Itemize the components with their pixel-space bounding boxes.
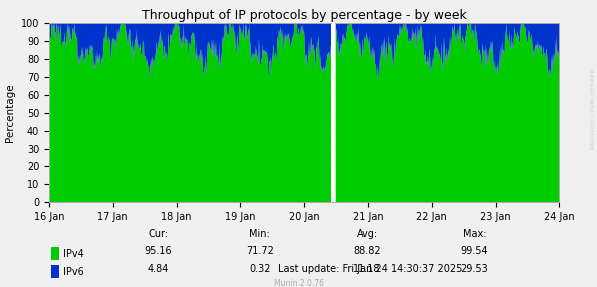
Text: Min:: Min: [250,229,270,239]
Text: 88.82: 88.82 [353,246,381,256]
Text: 11.18: 11.18 [353,264,381,274]
Text: IPv6: IPv6 [63,267,84,277]
Text: Avg:: Avg: [356,229,378,239]
Text: 4.84: 4.84 [147,264,169,274]
Text: Max:: Max: [463,229,487,239]
Text: 99.54: 99.54 [461,246,488,256]
Title: Throughput of IP protocols by percentage - by week: Throughput of IP protocols by percentage… [142,9,466,22]
Y-axis label: Percentage: Percentage [5,83,16,142]
Text: IPv4: IPv4 [63,249,84,259]
Text: Munin 2.0.76: Munin 2.0.76 [273,279,324,287]
Text: 95.16: 95.16 [144,246,172,256]
Text: 29.53: 29.53 [461,264,488,274]
Text: 0.32: 0.32 [249,264,270,274]
Text: 71.72: 71.72 [246,246,273,256]
Text: RRDTOOL / TOBI OETIKER: RRDTOOL / TOBI OETIKER [591,69,596,150]
Text: Last update: Fri Jan 24 14:30:37 2025: Last update: Fri Jan 24 14:30:37 2025 [278,264,462,274]
Text: Cur:: Cur: [148,229,168,239]
